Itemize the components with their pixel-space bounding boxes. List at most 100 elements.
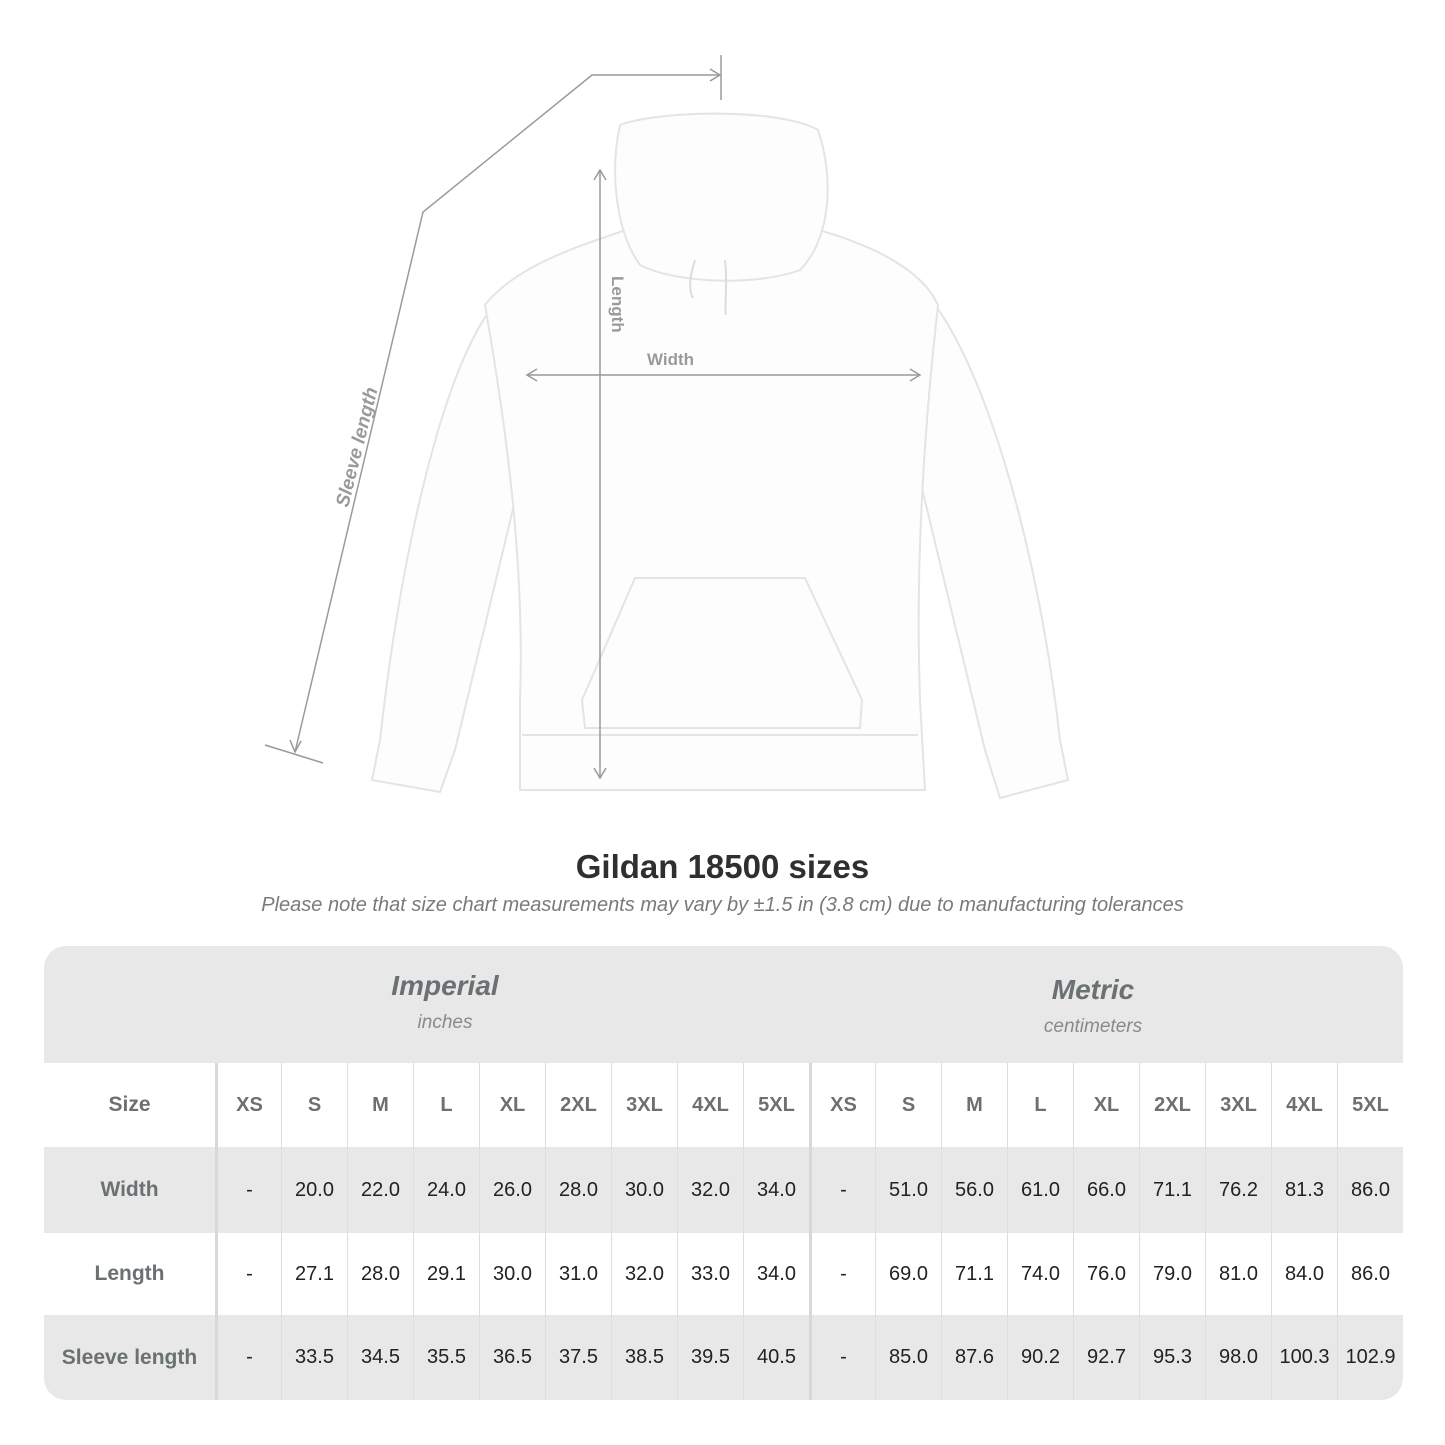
value-cell-metric: 69.0: [875, 1233, 941, 1315]
value-cell-imperial: 32.0: [677, 1147, 743, 1233]
size-header-imperial: 3XL: [611, 1063, 677, 1147]
value-cell-metric: 102.9: [1337, 1315, 1403, 1400]
value-cell-metric: 86.0: [1337, 1233, 1403, 1315]
value-cell-metric: 100.3: [1271, 1315, 1337, 1400]
size-header-metric: S: [875, 1063, 941, 1147]
value-cell-metric: 84.0: [1271, 1233, 1337, 1315]
value-cell-imperial: 31.0: [545, 1233, 611, 1315]
value-cell-metric: 61.0: [1007, 1147, 1073, 1233]
size-header-metric: M: [941, 1063, 1007, 1147]
size-header-metric: XL: [1073, 1063, 1139, 1147]
metric-title: Metric: [1051, 974, 1135, 1005]
value-cell-metric: 98.0: [1205, 1315, 1271, 1400]
tolerance-note: Please note that size chart measurements…: [261, 894, 1184, 916]
size-table: Imperial inches Metric centimeters Size X…: [44, 946, 1403, 1400]
width-label: Width: [647, 350, 694, 369]
value-cell-imperial: -: [215, 1147, 281, 1233]
size-header-imperial: S: [281, 1063, 347, 1147]
value-cell-imperial: 28.0: [347, 1233, 413, 1315]
value-cell-metric: 95.3: [1139, 1315, 1205, 1400]
value-cell-imperial: 34.5: [347, 1315, 413, 1400]
metric-unit: centimeters: [1043, 1016, 1143, 1037]
value-cell-imperial: 30.0: [479, 1233, 545, 1315]
metric-header: Metric centimeters: [808, 974, 1378, 1038]
sleeve-arrow-top: [709, 68, 722, 82]
value-cell-imperial: 34.0: [743, 1147, 809, 1233]
hoodie-measurement-diagram: Sleeve length Length Width: [264, 55, 1070, 800]
value-cell-imperial: 37.5: [545, 1315, 611, 1400]
row-label: Sleeve length: [61, 1345, 198, 1369]
size-header-imperial: 5XL: [743, 1063, 809, 1147]
length-label: Length: [608, 276, 627, 333]
size-header-imperial: XS: [215, 1063, 281, 1147]
size-header-metric: 5XL: [1337, 1063, 1403, 1147]
value-cell-metric: 71.1: [1139, 1147, 1205, 1233]
value-cell-metric: 90.2: [1007, 1315, 1073, 1400]
value-cell-imperial: 27.1: [281, 1233, 347, 1315]
row-label: Width: [100, 1178, 159, 1201]
value-cell-imperial: 38.5: [611, 1315, 677, 1400]
hoodie-illustration: [370, 112, 1070, 800]
value-cell-metric: 79.0: [1139, 1233, 1205, 1315]
sleeve-tick-bottom: [264, 744, 324, 764]
value-cell-metric: 74.0: [1007, 1233, 1073, 1315]
value-cell-imperial: 36.5: [479, 1315, 545, 1400]
value-cell-imperial: 29.1: [413, 1233, 479, 1315]
value-cell-imperial: 26.0: [479, 1147, 545, 1233]
imperial-header: Imperial inches: [215, 970, 675, 1034]
sleeve-arrow-bottom: [289, 739, 302, 754]
value-cell-metric: -: [809, 1315, 875, 1400]
value-cell-imperial: 28.0: [545, 1147, 611, 1233]
size-header-metric: L: [1007, 1063, 1073, 1147]
value-cell-imperial: -: [215, 1233, 281, 1315]
value-cell-imperial: 34.0: [743, 1233, 809, 1315]
value-cell-metric: 56.0: [941, 1147, 1007, 1233]
unit-header-band: [44, 946, 1403, 1063]
row-label: Length: [94, 1262, 165, 1285]
value-cell-metric: 71.1: [941, 1233, 1007, 1315]
length-arrow-bottom: [593, 767, 607, 780]
width-arrow-right: [909, 368, 922, 382]
sleeve-length-label: Sleeve length: [332, 385, 382, 509]
value-cell-imperial: 35.5: [413, 1315, 479, 1400]
size-header-metric: 3XL: [1205, 1063, 1271, 1147]
value-cell-metric: 76.0: [1073, 1233, 1139, 1315]
value-cell-imperial: 22.0: [347, 1147, 413, 1233]
value-cell-imperial: 32.0: [611, 1233, 677, 1315]
value-cell-metric: 66.0: [1073, 1147, 1139, 1233]
value-cell-metric: 92.7: [1073, 1315, 1139, 1400]
value-cell-imperial: -: [215, 1315, 281, 1400]
value-cell-metric: 81.0: [1205, 1233, 1271, 1315]
value-cell-metric: 86.0: [1337, 1147, 1403, 1233]
table-row: Sleeve length -33.5 34.5 35.5 36.5 37.5 38.5 39…: [44, 1315, 1403, 1400]
size-header-imperial: XL: [479, 1063, 545, 1147]
value-cell-metric: 87.6: [941, 1315, 1007, 1400]
size-header-imperial: 4XL: [677, 1063, 743, 1147]
value-cell-metric: 76.2: [1205, 1147, 1271, 1233]
size-header-metric: 4XL: [1271, 1063, 1337, 1147]
imperial-unit: inches: [417, 1012, 473, 1033]
table-row: Width -20.0 22.0 24.0 26.0 28.0 30.0 32.0 34.0-5…: [44, 1147, 1403, 1233]
value-cell-metric: 51.0: [875, 1147, 941, 1233]
size-header-imperial: L: [413, 1063, 479, 1147]
value-cell-metric: -: [809, 1147, 875, 1233]
size-header-imperial: M: [347, 1063, 413, 1147]
measurement-lines: [264, 55, 922, 780]
value-cell-imperial: 40.5: [743, 1315, 809, 1400]
value-cell-imperial: 33.5: [281, 1315, 347, 1400]
size-header-metric: XS: [809, 1063, 875, 1147]
value-cell-imperial: 39.5: [677, 1315, 743, 1400]
value-cell-metric: 85.0: [875, 1315, 941, 1400]
value-cell-imperial: 24.0: [413, 1147, 479, 1233]
size-header-metric: 2XL: [1139, 1063, 1205, 1147]
table-row: Length -27.1 28.0 29.1 30.0 31.0 32.0 33.0 34.0-…: [44, 1233, 1403, 1315]
value-cell-metric: 81.3: [1271, 1147, 1337, 1233]
sleeve-length-line: [294, 74, 720, 753]
imperial-title: Imperial: [391, 970, 499, 1001]
size-header-row: Size XS S M L XL 2XL 3XL 4XL 5XL XS S M L XL 2XL 3XL 4XL 5…: [44, 1063, 1403, 1147]
length-arrow-top: [593, 168, 607, 181]
page-title: Gildan 18500 sizes: [575, 848, 870, 885]
value-cell-imperial: 33.0: [677, 1233, 743, 1315]
width-arrow-left: [525, 368, 538, 382]
value-cell-metric: -: [809, 1233, 875, 1315]
